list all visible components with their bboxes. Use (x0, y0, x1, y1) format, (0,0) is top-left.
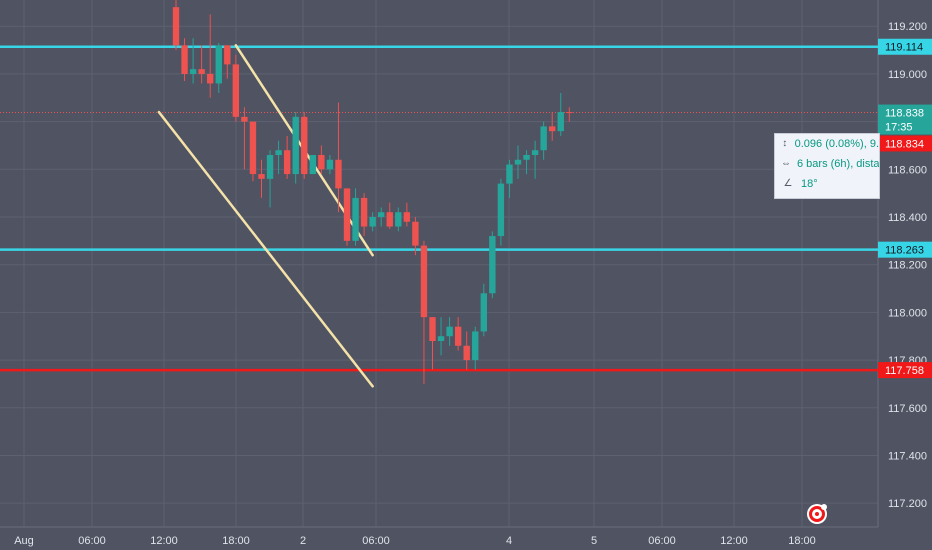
x-tick-label: 06:00 (78, 535, 106, 547)
x-tick-label: 06:00 (648, 535, 676, 547)
x-tick-label: 2 (300, 535, 306, 547)
candle-body (352, 197, 359, 241)
price-tags: 119.114 118.263 117.758 118.838 17:35 118.834 (878, 38, 932, 379)
candle-body (480, 293, 487, 332)
candle-body (224, 45, 231, 65)
x-axis-panel (0, 527, 932, 550)
candle-body (378, 212, 385, 217)
x-tick-label: 18:00 (222, 535, 250, 547)
candle-body (215, 45, 222, 84)
tradingview-logo-icon[interactable] (806, 503, 828, 525)
candle-body (412, 221, 419, 246)
candle-body (549, 126, 556, 132)
candle-body (335, 159, 342, 189)
candle-body (241, 116, 248, 122)
candle-body (497, 183, 505, 237)
x-tick-label: 12:00 (150, 535, 178, 547)
price-tag-countdown: 17:35 (885, 122, 913, 134)
y-tick-label: 118.000 (888, 307, 927, 319)
bars-icon: ⇔ (781, 158, 791, 169)
candle-body (198, 69, 205, 74)
y-axis-panel (878, 0, 932, 550)
candle-body (523, 155, 530, 160)
candle-body (403, 212, 411, 222)
x-tick-label: Aug (14, 535, 34, 547)
candle-body (318, 155, 325, 170)
range-icon: ↕ (782, 138, 788, 149)
candle-body (395, 212, 402, 227)
candle-body (454, 326, 462, 346)
x-tick-label: 06:00 (362, 535, 390, 547)
price-tag-current-bg (878, 104, 932, 135)
measure-angle: 18° (801, 178, 818, 190)
measure-price-range: 0.096 (0.08%), 9. (794, 138, 879, 150)
price-tag-119114-bg (878, 38, 932, 55)
candle-body (326, 159, 334, 170)
y-tick-label: 117.600 (888, 403, 927, 415)
y-tick-label: 119.200 (888, 21, 927, 33)
x-tick-label: 5 (591, 535, 597, 547)
price-tag-118834: 118.834 (885, 139, 924, 151)
candle-body (514, 159, 522, 165)
candle-body (258, 174, 265, 179)
candle-body (446, 326, 453, 337)
candle-body (189, 69, 197, 74)
measure-bars: 6 bars (6h), dista (797, 158, 880, 170)
candle-body (437, 336, 445, 341)
y-tick-label: 119.000 (888, 69, 927, 81)
candle-body (420, 245, 428, 318)
price-tag-current: 118.838 (885, 108, 924, 120)
candles (172, 0, 573, 384)
angle-icon: ∠ (783, 178, 793, 189)
candle-body (489, 236, 496, 294)
measure-tooltip: ↕ 0.096 (0.08%), 9. ⇔ 6 bars (6h), dista ∠… (774, 133, 880, 199)
candle-body (531, 150, 539, 155)
y-tick-label: 118.600 (888, 164, 927, 176)
candle-body (369, 217, 376, 227)
channel-line (157, 110, 374, 388)
candle-body (557, 112, 564, 132)
candle-body (283, 150, 291, 175)
candle-body (292, 116, 299, 175)
candle-body (301, 116, 308, 175)
candle-body (309, 155, 316, 175)
price-tag-117758-bg (878, 362, 932, 379)
candle-body (566, 112, 573, 114)
candle-body (181, 45, 188, 74)
candle-body (429, 317, 436, 341)
price-tag-118834-bg (878, 135, 932, 152)
price-tag-118263: 118.263 (885, 245, 924, 257)
candle-body (207, 73, 214, 84)
candle-body (506, 164, 513, 184)
channel-lines (157, 44, 374, 388)
price-tag-118263-bg (878, 241, 932, 258)
candle-body (232, 64, 240, 117)
candle-body (463, 345, 470, 361)
y-tick-label: 118.200 (888, 260, 927, 272)
x-axis: Aug 06:00 12:00 18:00 2 06:00 4 5 06:00 12:00 18:0… (14, 535, 816, 547)
x-tick-label: 4 (506, 535, 512, 547)
x-tick-label: 12:00 (720, 535, 748, 547)
y-tick-label: 117.400 (888, 450, 927, 462)
y-tick-label: 117.200 (888, 498, 927, 510)
horizontal-lines (0, 45, 878, 372)
candle-body (249, 121, 257, 175)
candle-body (266, 155, 274, 179)
candle-body (343, 188, 351, 241)
y-tick-label: 118.400 (888, 212, 927, 224)
candle-body (472, 331, 479, 361)
candle-body (172, 7, 180, 46)
x-tick-label: 18:00 (788, 535, 816, 547)
price-tag-117758: 117.758 (885, 365, 924, 377)
candle-body (275, 150, 282, 155)
candle-body (386, 212, 393, 227)
candle-body (540, 126, 547, 151)
candle-body (360, 197, 368, 227)
price-tag-119114: 119.114 (885, 42, 923, 54)
